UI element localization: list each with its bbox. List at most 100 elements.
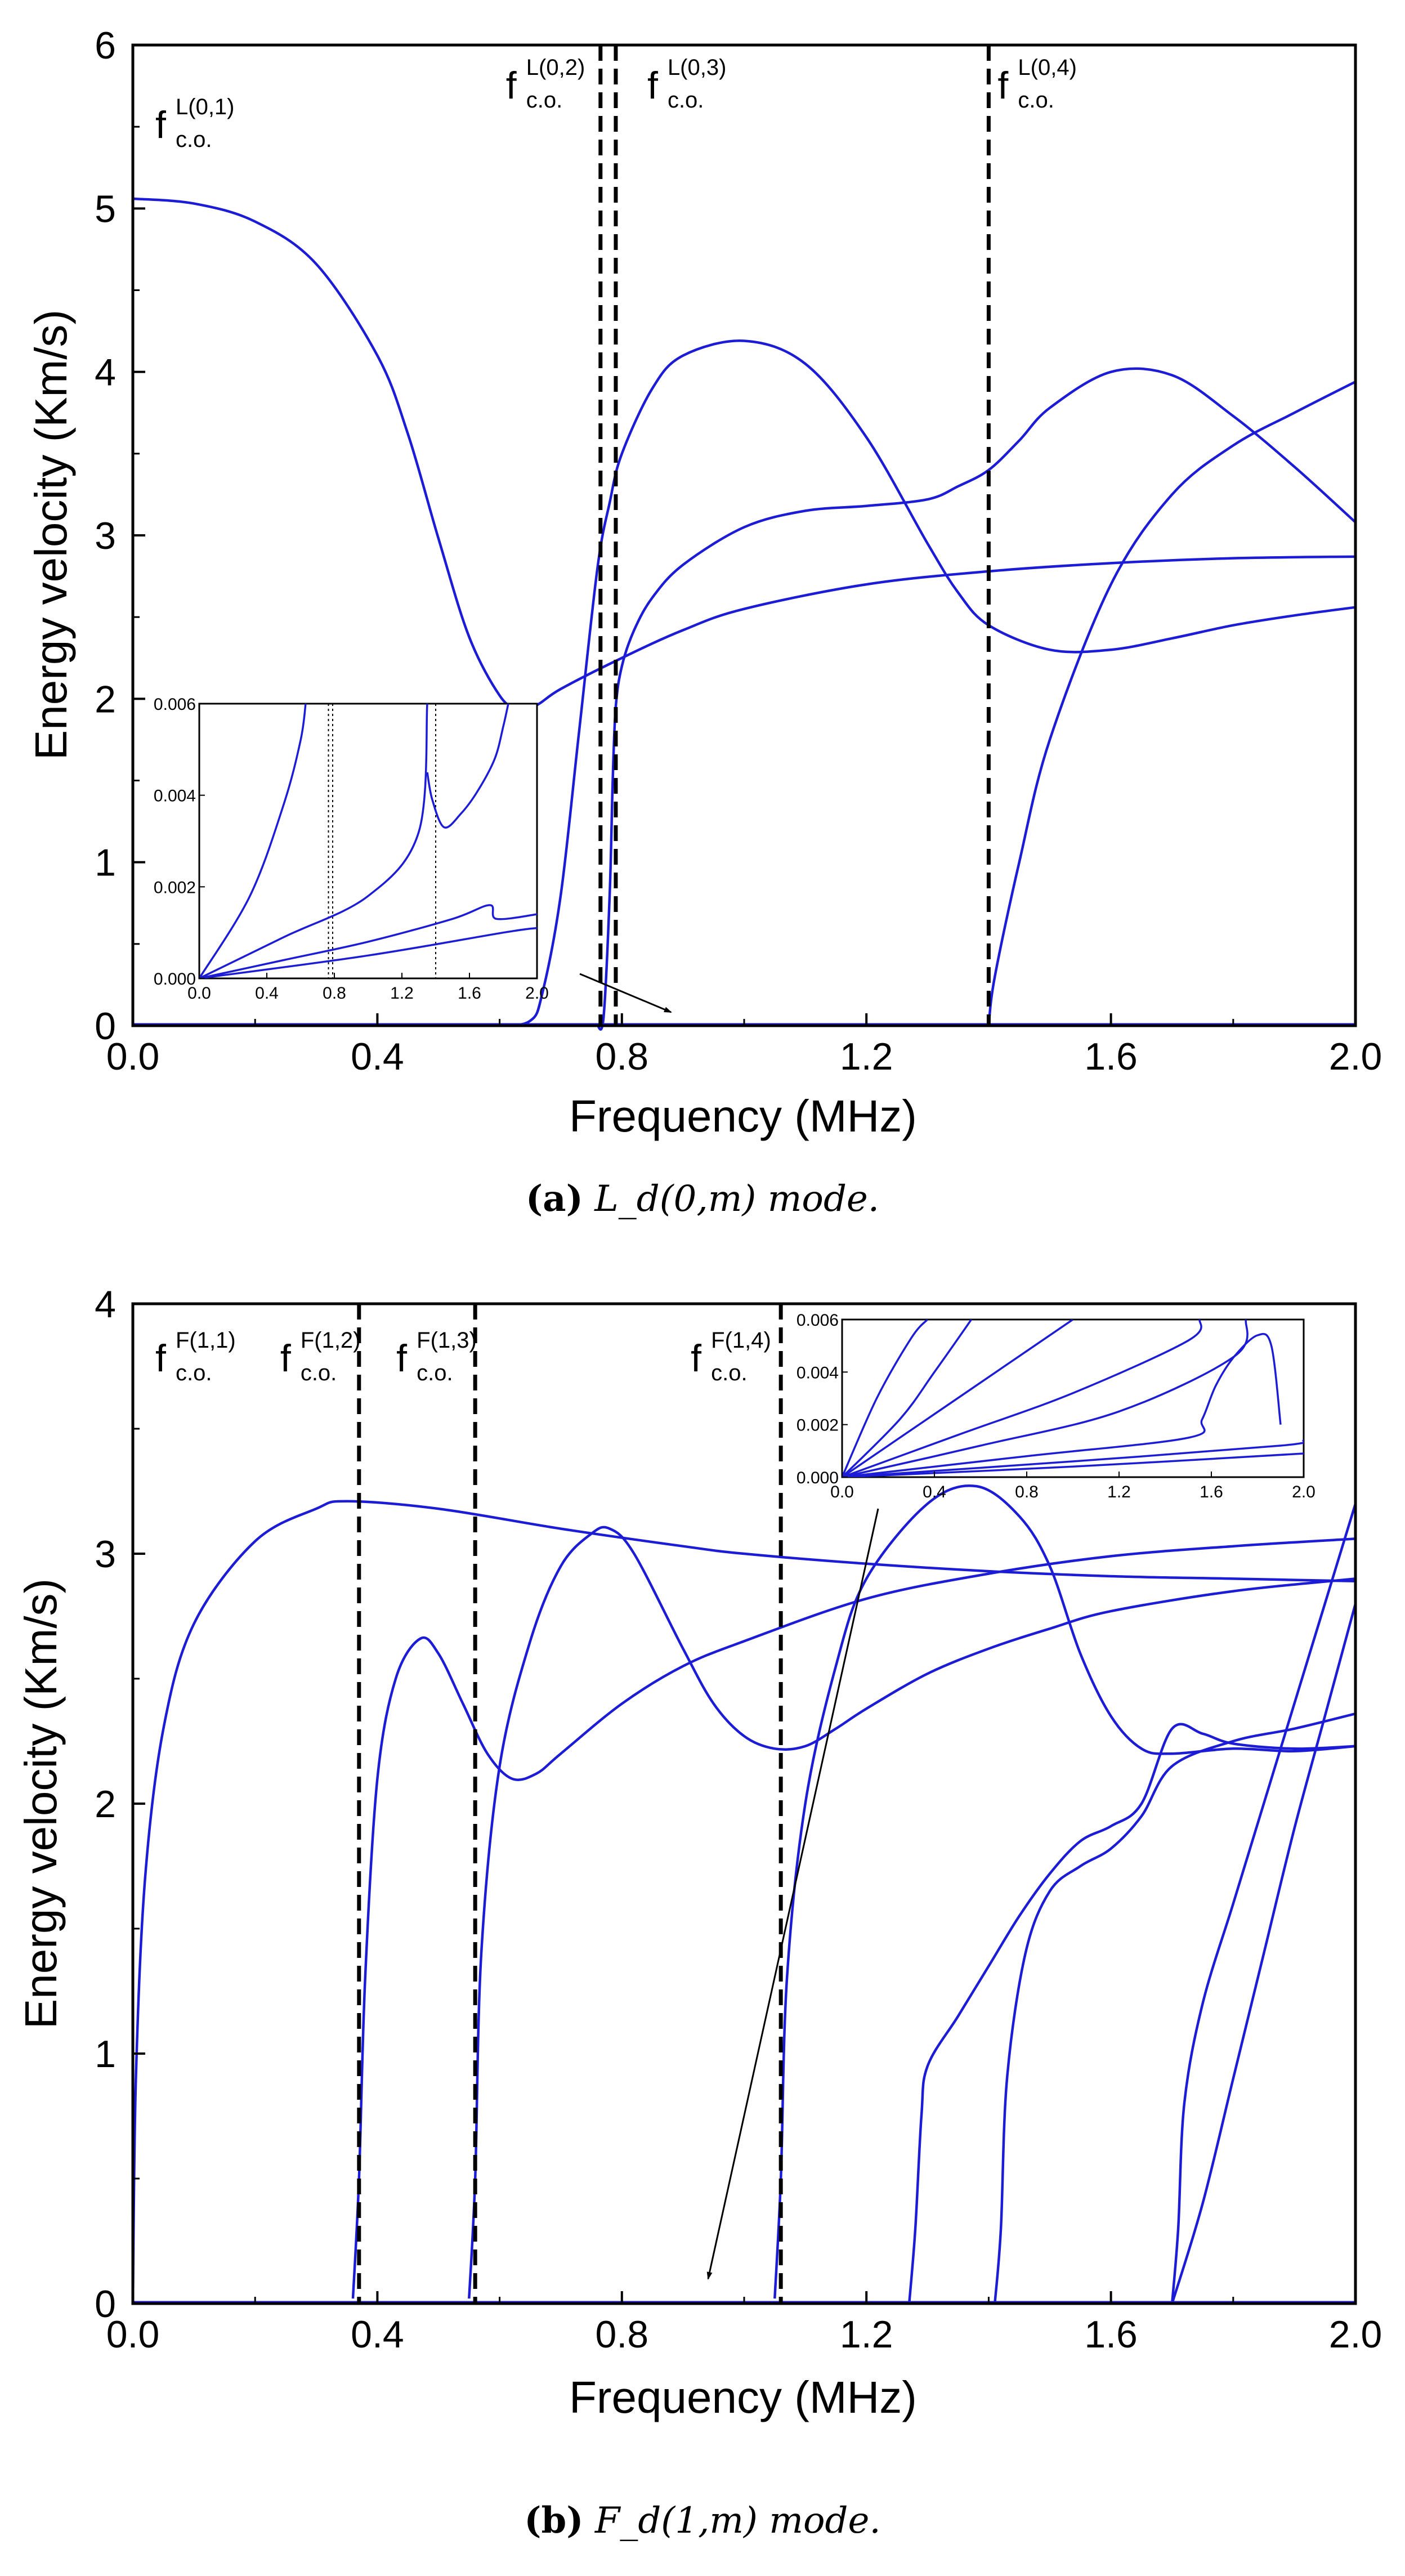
panel-b-inset-series-1-line [842, 1320, 929, 1477]
panel-a-y-tick-label: 6 [95, 24, 116, 67]
panel-b-cutoff-subscript: c.o. [417, 1361, 453, 1385]
panel-b-x-tick-label: 0.4 [351, 2313, 404, 2356]
panel-b-cutoff-label: f [691, 1337, 701, 1380]
panel-b-inset-x-tick-label: 1.2 [1107, 1483, 1131, 1501]
panel-a-y-tick-label: 0 [95, 1005, 116, 1048]
panel-a-x-tick-label: 0.8 [596, 1035, 649, 1078]
panel-b-inset-series-6-line [842, 1332, 1282, 1477]
panel-a-series-2-line [438, 339, 1356, 1027]
panel-b-chart: f F(1,1) c.o. f F(1,2) c.o. f F(1,3) c.o. f F(1,4)… [16, 1283, 1382, 2422]
panel-a-inset-y-tick-label: 0.006 [154, 695, 196, 714]
panel-b-series-2-line [351, 1537, 1356, 2299]
panel-b-series-5-line [907, 1723, 1356, 2304]
panel-b-y-tick-label: 1 [95, 2033, 116, 2076]
panel-b-y-tick-label: 3 [95, 1533, 116, 1576]
panel-b-cutoff-label: f [280, 1337, 291, 1380]
panel-b-inset-pointer [706, 1508, 879, 2280]
panel-b-x-tick-label: 0.8 [596, 2313, 649, 2356]
panel-b-x-axis-title: Frequency (MHz) [569, 2372, 917, 2422]
panel-b-series-4-line [773, 1484, 1356, 2299]
panel-a-cutoff-label: f [155, 104, 166, 146]
panel-a-y-tick-label: 3 [95, 515, 116, 557]
panel-a-plot-frame [131, 43, 1357, 1027]
panel-b-inset-y-tick-label: 0.002 [797, 1416, 839, 1435]
panel-a-inset-y-tick-label: 0.000 [154, 970, 196, 989]
panel-a-x-tick-label: 1.6 [1084, 1035, 1138, 1078]
panel-a-cutoff-subscript: c.o. [526, 88, 562, 113]
panel-b-y-tick-label: 2 [95, 1783, 116, 1826]
panel-a-inset-x-tick-label: 0.4 [255, 984, 279, 1003]
panel-a-x-tick-label: 0.4 [351, 1035, 404, 1078]
panel-a-y-tick-label: 5 [95, 187, 116, 230]
panel-a-inset-x-tick-label: 0.0 [187, 984, 211, 1003]
panel-a-inset-x-tick-label: 2.0 [525, 984, 549, 1003]
panel-b-cutoff-superscript: F(1,3) [417, 1328, 477, 1353]
panel-a-caption: (a) L_d(0,m) mode. [0, 1178, 1405, 1220]
panel-b-caption-label: (b) [524, 2499, 584, 2542]
panel-a-inset-x-tick-label: 1.2 [390, 984, 414, 1003]
panel-a-cutoff-label: f [647, 64, 658, 107]
panel-b-inset-frame [841, 1318, 1305, 1478]
panel-a-inset-frame [198, 703, 538, 980]
panel-b-inset-series-4-line [842, 1320, 1202, 1477]
panel-a-cutoff-label: f [506, 64, 517, 107]
panel-b-y-axis-title: Energy velocity (Km/s) [16, 1578, 66, 2029]
panel-b-cutoff-label: f [396, 1337, 407, 1380]
panel-b-x-tick-label: 1.6 [1084, 2313, 1138, 2356]
panel-b-inset-x-tick-label: 0.8 [1015, 1483, 1039, 1501]
panel-b-caption: (b) F_d(1,m) mode. [0, 2499, 1405, 2542]
panel-a-series-3-line [596, 367, 1357, 1031]
panel-a-inset-series-5-line [199, 927, 537, 978]
panel-b-cutoff-subscript: c.o. [301, 1361, 337, 1385]
panel-a-inset-y-tick-label: 0.004 [154, 787, 196, 806]
panel-b-cutoff-superscript: F(1,1) [176, 1328, 236, 1353]
panel-a-y-tick-label: 4 [95, 351, 116, 394]
panel-b-inset-series-3-line [842, 1320, 1073, 1477]
panel-a-inset-y-tick-label: 0.002 [154, 878, 196, 897]
panel-a-inset-series-2-line [199, 704, 428, 978]
panel-a-chart: f L(0,1) c.o. f L(0,2) c.o. f L(0,3) c.o. f L(0,4)… [26, 24, 1382, 1141]
panel-b-inset-x-tick-label: 0.4 [923, 1483, 946, 1501]
panel-b-inset-x-tick-label: 1.6 [1200, 1483, 1223, 1501]
panel-b-cutoff-superscript: F(1,4) [711, 1328, 771, 1353]
panel-b-cutoff-subscript: c.o. [176, 1361, 212, 1385]
panel-b-series-8-line [1171, 1603, 1357, 2304]
panel-b-x-tick-label: 0.0 [106, 2313, 160, 2356]
panel-a-caption-text: L_d(0,m) mode. [594, 1178, 880, 1220]
panel-a-y-tick-label: 2 [95, 678, 116, 721]
panel-b-inset-y-tick-label: 0.000 [797, 1469, 839, 1487]
panel-b-series-7-line [1170, 1503, 1357, 2304]
panel-a-inset-series-3-line [426, 704, 509, 829]
panel-b-series-6-line [994, 1712, 1356, 2304]
panel-a-cutoff-label: f [997, 64, 1008, 107]
panel-b-x-tick-label: 2.0 [1329, 2313, 1382, 2356]
panel-b-series-1-line [131, 1500, 1356, 2304]
panel-b-inset-series-2-line [842, 1320, 973, 1477]
panel-a-x-tick-label: 0.0 [106, 1035, 160, 1078]
panel-b-inset-x-tick-label: 2.0 [1292, 1483, 1315, 1501]
panel-b-series-3-line [468, 1526, 1356, 2299]
panel-a-x-tick-label: 2.0 [1329, 1035, 1382, 1078]
panel-b-cutoff-subscript: c.o. [711, 1361, 747, 1385]
panel-a-x-axis-title: Frequency (MHz) [569, 1091, 917, 1141]
panel-a-inset-x-tick-label: 0.8 [323, 984, 346, 1003]
panel-a-caption-label: (a) [525, 1178, 583, 1220]
panel-a-cutoff-subscript: c.o. [668, 88, 704, 113]
panel-b-inset-x-tick-label: 0.0 [830, 1483, 854, 1501]
panel-b-inset-series-7-line [842, 1439, 1304, 1477]
panel-b-y-tick-label: 4 [95, 1283, 116, 1326]
panel-b-y-tick-label: 0 [95, 2283, 116, 2325]
panel-a-y-tick-label: 1 [95, 842, 116, 884]
panel-a-inset-series-4-line [199, 904, 537, 978]
panel-b-x-tick-label: 1.2 [840, 2313, 893, 2356]
panel-a-cutoff-superscript: L(0,4) [1018, 55, 1077, 80]
panel-b-inset-y-tick-label: 0.004 [797, 1363, 839, 1382]
panel-a-inset-pointer [579, 973, 672, 1013]
panel-b-caption-text: F_d(1,m) mode. [594, 2500, 881, 2542]
panel-a-y-axis-title: Energy velocity (Km/s) [26, 310, 76, 760]
panel-b-cutoff-superscript: F(1,2) [301, 1328, 361, 1353]
panel-a-series-1-line [132, 197, 1356, 711]
panel-b-plot-frame [131, 1302, 1357, 2305]
